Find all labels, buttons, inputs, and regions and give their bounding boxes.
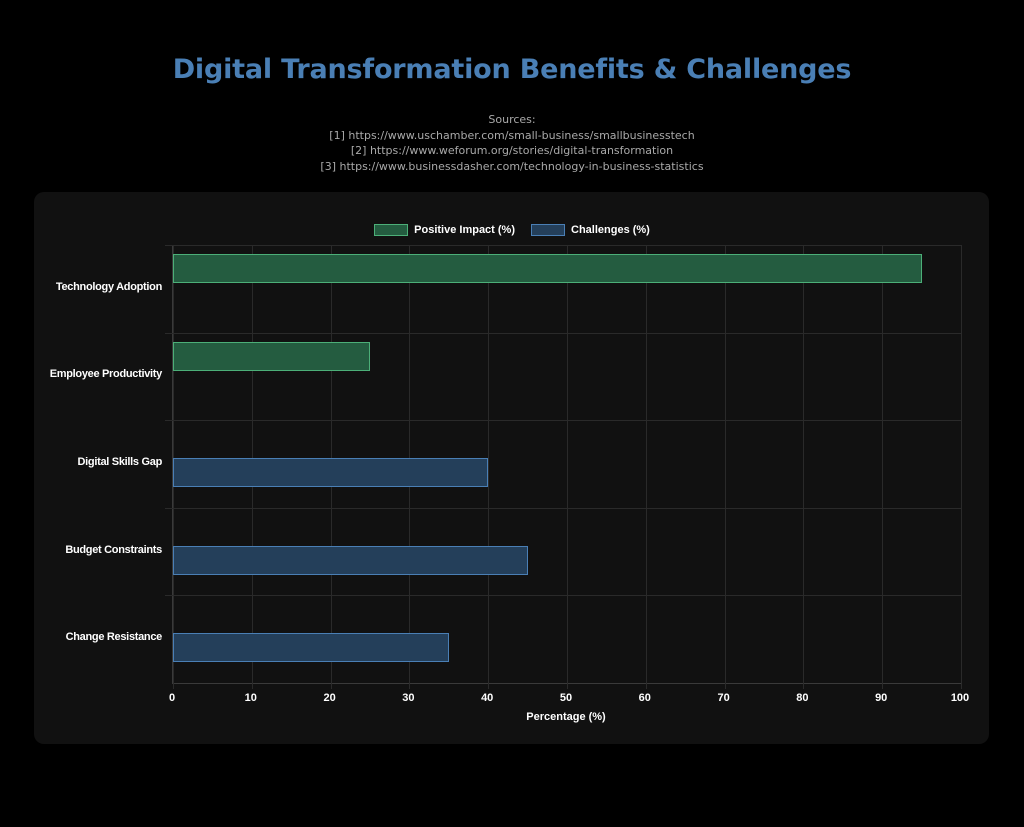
y-gridline [165,420,961,422]
source-link-2[interactable]: [2] https://www.weforum.org/stories/digi… [350,144,674,157]
y-gridline [165,245,961,246]
legend-swatch-positive [374,224,409,236]
legend-item-positive[interactable]: Positive Impact (%) [374,224,515,236]
x-tick-label: 50 [559,692,573,704]
x-tick-label: 60 [638,692,651,704]
sources-label: Sources: [488,113,536,126]
y-category-label: Technology Adoption [55,280,162,293]
x-gridline [803,245,805,689]
x-gridline [724,245,726,689]
y-category-label: Digital Skills Gap [77,456,163,468]
bar-positive[interactable] [173,341,370,371]
bar-positive[interactable] [173,254,922,283]
y-category-label: Employee Productivity [49,368,163,381]
x-tick-label: 80 [796,692,809,704]
x-tick-label: 10 [244,692,257,704]
y-category-label: Budget Constraints [65,543,162,556]
x-tick-label: 30 [402,692,415,704]
legend-label-positive: Positive Impact (%) [414,224,515,236]
x-tick-label: 0 [168,692,176,704]
y-category-label: Change Resistance [65,631,163,644]
plot-area [165,245,962,689]
y-gridline [165,595,961,597]
x-gridline [567,245,568,689]
x-tick-label: 40 [481,692,494,704]
source-link-3[interactable]: [3] https://www.businessdasher.com/techn… [320,159,704,173]
x-gridline [645,245,647,689]
legend-swatch-challenges [531,224,565,236]
chart-title: Digital Transformation Benefits & Challe… [172,54,852,85]
x-axis-title: Percentage (%) [526,711,606,723]
chart-legend: Positive Impact (%) Challenges (%) [0,224,1024,236]
x-tick-label: 70 [717,692,730,704]
bar-challenge[interactable] [173,458,489,488]
x-tick-label: 20 [323,692,336,704]
legend-label-challenges: Challenges (%) [571,224,650,236]
sources-block: Sources: [1] https://www.uschamber.com/s… [0,112,1024,174]
legend-item-challenges[interactable]: Challenges (%) [531,224,650,236]
y-gridline [165,507,961,509]
source-link-1[interactable]: [1] https://www.uschamber.com/small-busi… [329,128,695,142]
x-gridline [882,245,884,689]
y-gridline [165,332,961,334]
bar-challenge[interactable] [173,633,449,663]
x-tick-label: 100 [950,692,970,704]
x-gridline [488,245,490,689]
x-gridline [961,245,962,689]
bar-challenge[interactable] [173,545,528,575]
x-tick-label: 90 [875,692,888,704]
